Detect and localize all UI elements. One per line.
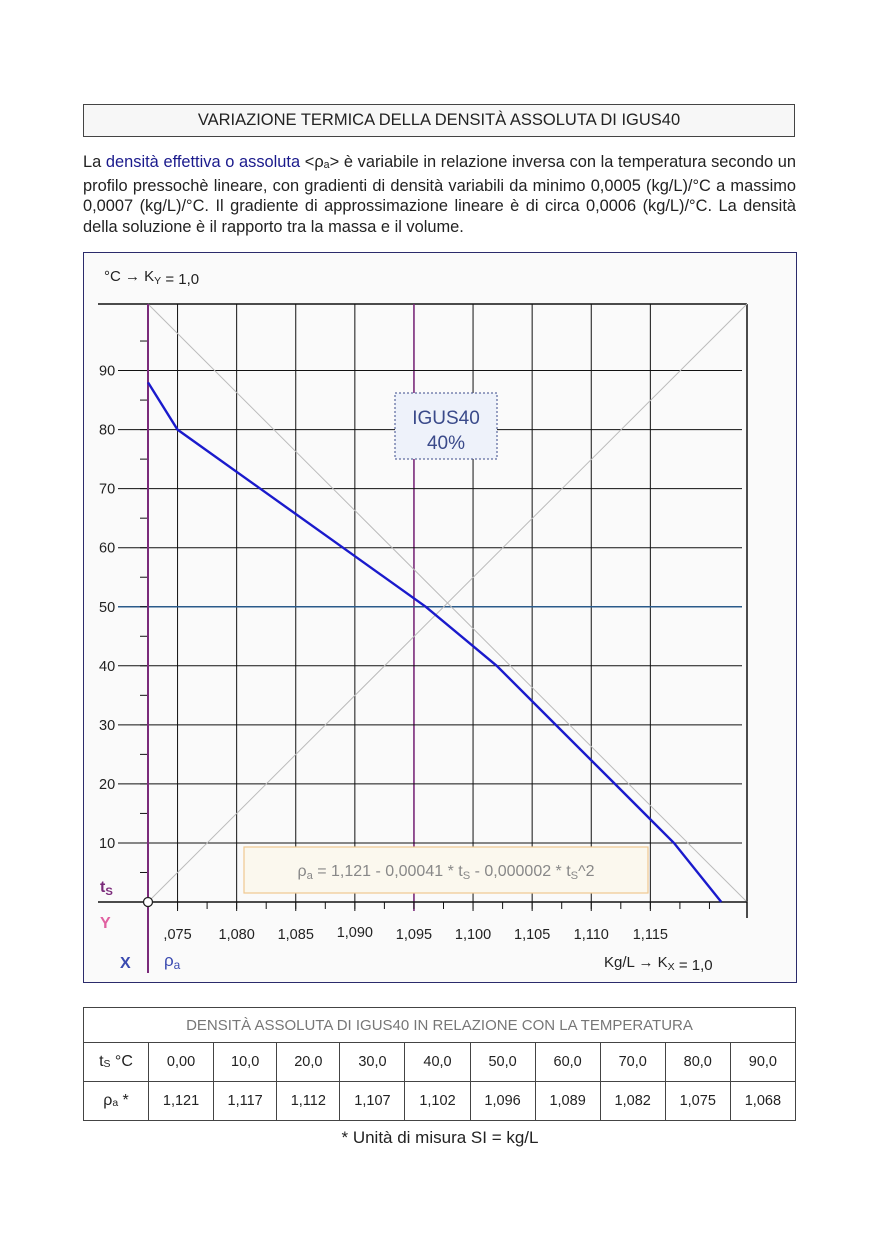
table-cell: 1,112 — [276, 1081, 341, 1121]
intro-lead: La — [83, 153, 106, 171]
table-cell: 0,00 — [147, 1042, 215, 1082]
legend-title: IGUS40 — [412, 408, 480, 429]
table-caption: DENSITÀ ASSOLUTA DI IGUS40 IN RELAZIONE … — [83, 1007, 796, 1043]
y-tick-label: 50 — [99, 600, 115, 616]
intro-rest-1: <ρ — [300, 153, 324, 171]
table-cell: 1,107 — [339, 1081, 406, 1121]
table-cell: 1,082 — [599, 1081, 666, 1121]
page-title: VARIAZIONE TERMICA DELLA DENSITÀ ASSOLUT… — [83, 104, 795, 137]
table-cell: 50,0 — [469, 1042, 536, 1082]
ts-label: tS — [100, 879, 113, 898]
table-cell: 1,102 — [404, 1081, 471, 1121]
x-tick-label: 1,080 — [219, 927, 255, 943]
x-axis-label: Kg/L → KX = 1,0 — [604, 954, 713, 974]
table-cell: 1,096 — [469, 1081, 536, 1121]
table-rho-head-sub: a — [112, 1098, 119, 1109]
intro-rest-sub: a — [323, 159, 330, 171]
table-row-temperature: tS °C 0,00 10,0 20,0 30,0 40,0 50,0 60,0… — [83, 1042, 797, 1082]
y-tick-label: 30 — [99, 718, 115, 734]
table-cell: 1,117 — [213, 1081, 278, 1121]
density-chart: °C → KY = 1,0 10 20 30 40 50 60 70 80 90 ,075 1,080… — [98, 268, 748, 974]
x-tick-label: 1,105 — [514, 927, 550, 943]
y-axis-label: °C → KY = 1,0 — [104, 268, 199, 288]
origin-marker — [142, 896, 154, 908]
y-tick-label: 90 — [99, 364, 115, 380]
table-ts-head-sub: S — [103, 1059, 111, 1070]
table-cell: 10,0 — [213, 1042, 278, 1082]
density-curve — [146, 381, 723, 903]
table-row-head-rho: ρa * — [83, 1081, 149, 1121]
chart-frame: °C → KY = 1,0 10 20 30 40 50 60 70 80 90 ,075 1,080… — [83, 252, 797, 983]
table-cell: 30,0 — [339, 1042, 406, 1082]
table-rho-head: ρ — [103, 1092, 113, 1109]
x-tick-label: 1,095 — [396, 927, 432, 943]
x-side-label: X — [120, 955, 131, 972]
intro-paragraph: La densità effettiva o assoluta <ρa> è v… — [83, 152, 796, 237]
x-tick-label: 1,110 — [574, 927, 609, 943]
page-title-text: VARIAZIONE TERMICA DELLA DENSITÀ ASSOLUT… — [197, 111, 681, 129]
table-cell: 90,0 — [729, 1042, 797, 1082]
x-tick-label: 1,100 — [455, 927, 491, 943]
x-tick-label: 1,115 — [633, 927, 668, 943]
rho-label: ρa — [164, 951, 181, 972]
density-table: DENSITÀ ASSOLUTA DI IGUS40 IN RELAZIONE … — [83, 1007, 797, 1121]
y-tick-label: 60 — [99, 541, 115, 557]
table-cell: 1,068 — [729, 1081, 797, 1121]
footnote: * Unità di misura SI = kg/L — [341, 1128, 539, 1147]
table-cell: 80,0 — [664, 1042, 731, 1082]
x-tick-label: 1,090 — [337, 925, 373, 941]
diagonal-line — [147, 303, 748, 903]
table-cell: 40,0 — [404, 1042, 471, 1082]
intro-rest-2: > è variabile in relazione inversa con l… — [83, 153, 796, 236]
table-rho-head-tail: * — [118, 1092, 129, 1109]
y-side-label: Y — [100, 915, 111, 932]
table-ts-head: t — [99, 1053, 104, 1070]
y-tick-label: 20 — [99, 777, 115, 793]
formula-text: ρa = 1,121 - 0,00041 * tS - 0,000002 * t… — [297, 863, 594, 882]
formula-box — [243, 846, 649, 894]
legend-box — [394, 392, 498, 460]
table-cell: 1,121 — [147, 1081, 215, 1121]
x-tick-label: ,075 — [163, 927, 191, 943]
intro-highlight: densità effettiva o assoluta — [105, 153, 301, 171]
table-cell: 20,0 — [276, 1042, 341, 1082]
table-cell: 1,089 — [534, 1081, 601, 1121]
y-tick-label: 80 — [99, 423, 115, 439]
y-tick-label: 70 — [99, 482, 115, 498]
y-tick-label: 10 — [99, 836, 115, 852]
legend-percent: 40% — [427, 433, 465, 454]
table-cell: 70,0 — [599, 1042, 666, 1082]
table-row-head-ts: tS °C — [83, 1042, 149, 1082]
table-cell: 1,075 — [664, 1081, 731, 1121]
x-tick-label: 1,085 — [278, 927, 314, 943]
table-cell: 60,0 — [534, 1042, 601, 1082]
y-tick-label: 40 — [99, 659, 115, 675]
table-ts-head-tail: °C — [110, 1053, 133, 1070]
table-row-density: ρa * 1,121 1,117 1,112 1,107 1,102 1,096… — [83, 1081, 797, 1121]
